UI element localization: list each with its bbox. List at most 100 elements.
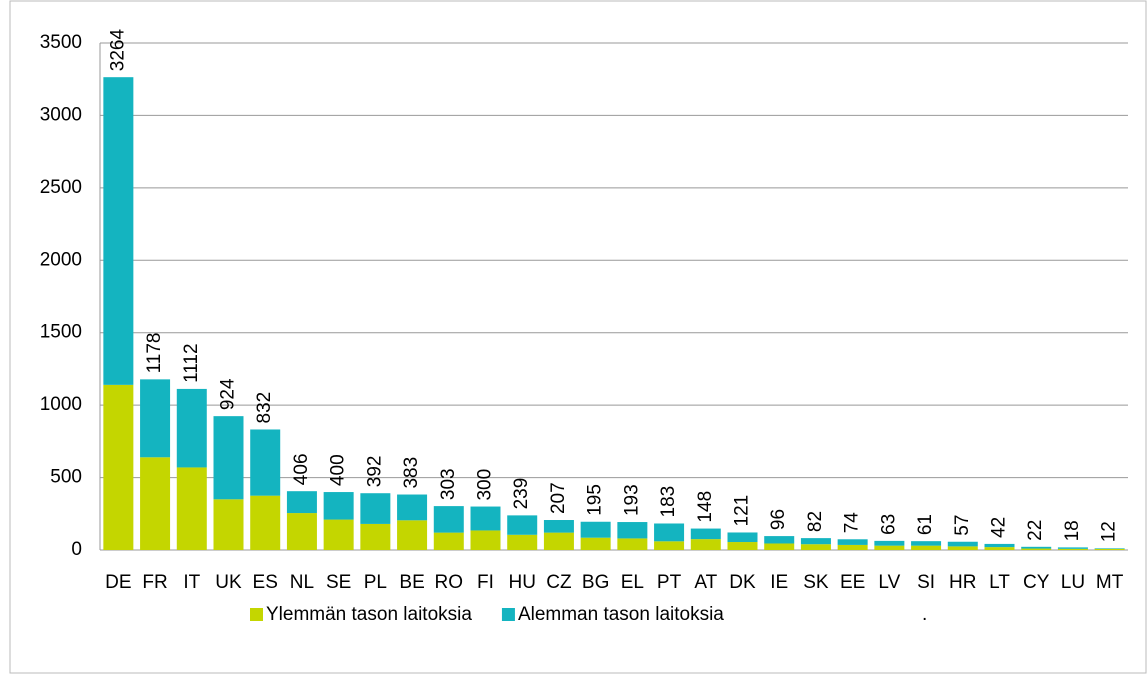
bar-segment [433,506,464,533]
bar-segment [1021,546,1052,549]
y-tick-label: 0 [71,539,82,560]
bar-segment [874,540,905,546]
bar-segment [654,541,685,550]
bar-segment [470,530,501,550]
total-label: 3264 [107,28,128,71]
x-tick-label: CY [1023,572,1050,593]
bar-segment [690,528,721,540]
bar-segment [800,544,831,550]
chart-frame [9,0,1147,674]
total-label: 22 [1025,520,1046,541]
bar-segment [507,534,538,550]
bar-segment [727,542,758,550]
total-label: 61 [915,514,936,535]
legend-label: Ylemmän tason laitoksia [266,604,472,625]
total-label: 239 [511,478,532,510]
bar-segment [397,494,428,521]
bar-segment [323,519,354,550]
total-label: 207 [548,482,569,514]
bar-segment [1094,548,1125,550]
bar-segment [360,493,391,524]
x-tick-label: SE [326,572,351,593]
x-tick-label: PL [364,572,387,593]
legend-label: Alemman tason laitoksia [518,604,724,625]
total-label: 193 [621,484,642,516]
bar-segment [103,384,134,550]
x-tick-label: HU [508,572,535,593]
bar-segment [911,545,942,550]
x-tick-label: MT [1096,572,1124,593]
total-label: 57 [952,515,973,536]
y-tick-label: 1000 [40,394,82,415]
x-tick-label: LT [989,572,1010,593]
total-label: 121 [732,495,753,527]
x-tick-label: DK [729,572,756,593]
bar-segment [323,492,354,520]
x-tick-label: EL [621,572,644,593]
x-tick-label: ES [253,572,278,593]
bar-segment [507,515,538,535]
x-tick-label: FI [477,572,494,593]
legend-swatch [250,608,263,621]
total-label: 832 [254,392,275,424]
total-label: 74 [842,512,863,534]
bar-segment [800,538,831,545]
x-tick-label: LU [1061,572,1085,593]
x-tick-label: FR [142,572,167,593]
x-tick-label: PT [657,572,682,593]
bar-segment [947,546,978,550]
total-label: 42 [989,517,1010,538]
bar-segment [213,416,244,500]
bar-segment [837,539,868,545]
bar-segment [250,495,281,550]
total-label: 1178 [144,332,165,373]
bar-segment [250,429,281,496]
total-label: 303 [438,468,459,500]
y-tick-label: 3500 [40,32,82,53]
bar-segment [140,379,171,458]
bar-segment [947,541,978,547]
total-label: 392 [364,456,385,488]
x-tick-label: EE [840,572,865,593]
bar-segment [360,523,391,550]
bar-segment [397,520,428,550]
bar-segment [1057,547,1088,549]
bar-segment [984,543,1015,548]
bar-segment [617,538,648,550]
y-tick-label: 2500 [40,177,82,198]
bar-segment [764,543,795,550]
total-label: 1112 [181,343,202,382]
total-label: 96 [768,509,789,530]
bar-segment [543,520,574,533]
y-tick-label: 3000 [40,104,82,125]
y-tick-label: 2000 [40,249,82,270]
y-tick-label: 1500 [40,322,82,343]
x-tick-label: BG [582,572,609,593]
x-tick-label: BE [399,572,424,593]
y-tick-label: 500 [50,467,82,488]
legend-swatch [501,608,515,621]
legend-note: . [922,604,927,625]
x-tick-label: DE [105,572,131,593]
bar-segment [837,544,868,550]
total-label: 400 [328,454,349,486]
total-label: 195 [585,484,606,516]
bar-segment [690,539,721,550]
bar-segment [1021,548,1052,550]
bar-segment [764,536,795,544]
total-label: 300 [475,469,496,501]
bar-segment [543,532,574,550]
x-tick-label: AT [694,572,717,593]
bar-segment [176,467,207,550]
x-tick-label: IE [770,572,788,593]
bar-segment [213,499,244,550]
bar-segment [103,77,134,385]
x-tick-label: RO [435,572,464,593]
bar-segment [433,532,464,550]
total-label: 18 [1062,520,1083,541]
bar-segment [470,506,501,531]
bar-segment [580,521,611,538]
total-label: 63 [878,514,899,535]
total-label: 12 [1099,521,1120,542]
